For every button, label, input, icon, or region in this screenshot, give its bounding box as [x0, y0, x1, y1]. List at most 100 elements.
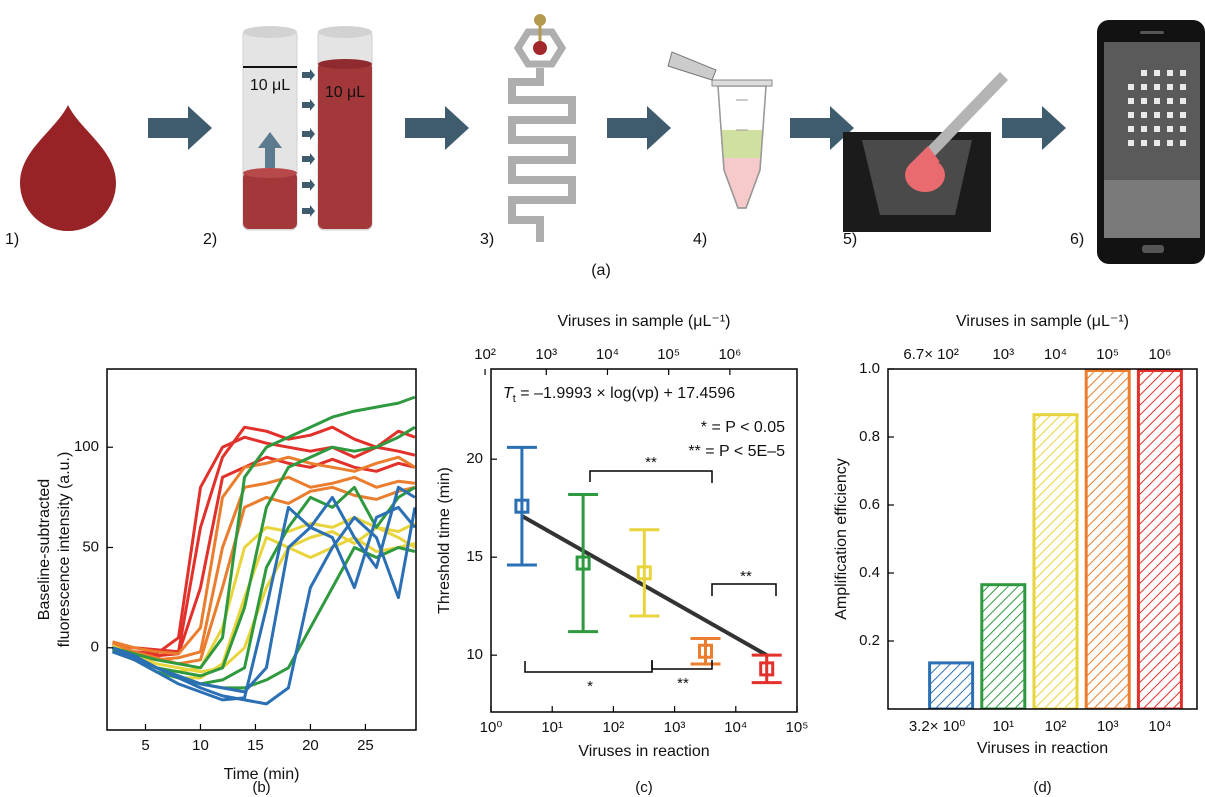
plot-frame [887, 368, 1198, 710]
caption: (b) [252, 779, 270, 796]
y-tick-label: 20 [466, 450, 483, 467]
up-arrow [258, 132, 282, 168]
x-tick-label: 10⁴ [724, 719, 747, 736]
screen-dot [1141, 112, 1147, 118]
tube-blood-top [243, 168, 297, 178]
line-series [112, 435, 416, 656]
point-marker [698, 643, 714, 659]
step-label: 5) [843, 231, 857, 248]
x-tick-label: 10² [1045, 718, 1067, 735]
chart-panel: 10 15 20 10⁰ 10¹ 10² 10³ 10⁴ 10⁵ 10² 10³ 10⁴ 10⁵ 10⁶ V… [436, 313, 808, 796]
x2-tick-label: 10⁶ [1148, 346, 1171, 363]
screen-dot [1154, 112, 1160, 118]
line-series [112, 395, 416, 670]
screen-dot [1154, 70, 1160, 76]
tube-right: 10 μL [317, 26, 373, 231]
x2-axis-label: Viruses in sample (μL⁻¹) [956, 313, 1129, 330]
heater [843, 72, 1008, 232]
significance-label: ** [740, 568, 752, 585]
significance-legend: * = P < 0.05 [701, 419, 785, 436]
step-label: 1) [5, 231, 19, 248]
x-tick-label: 10² [603, 719, 625, 736]
tube-blood [318, 62, 372, 229]
plot-frame [106, 368, 417, 731]
screen-dot [1154, 140, 1160, 146]
line-series [111, 485, 416, 686]
screen-dot [1180, 70, 1186, 76]
error-bar [690, 637, 721, 666]
chart-panel: 0.2 0.4 0.6 0.8 1.0 Viruses in reaction Viruse… [833, 313, 1198, 796]
phone [1097, 20, 1205, 264]
screen-dot [1167, 112, 1173, 118]
x-tick-label: 10³ [1097, 718, 1119, 735]
x-tick-label: 25 [357, 737, 374, 754]
bar [1032, 413, 1079, 709]
y-tick-label: 50 [82, 538, 99, 555]
screen-dot [1180, 112, 1186, 118]
significance-label: ** [677, 675, 689, 692]
x-tick-label: 10¹ [992, 718, 1014, 735]
x2-tick-label: 10⁴ [1044, 346, 1067, 363]
screen-dot [1167, 98, 1173, 104]
x-axis-label: Time (min) [224, 766, 300, 783]
equation-symbol: T [503, 385, 514, 402]
point-marker [575, 555, 591, 571]
x2-tick-label: 10³ [535, 346, 557, 363]
significance-bracket [589, 470, 713, 483]
screen-dot [1180, 140, 1186, 146]
tube-blood-top [318, 59, 372, 69]
x2-tick-label: 6.7× 10² [903, 346, 958, 363]
y-tick-label: 0.8 [859, 428, 880, 445]
x-tick-label: 3.2× 10⁰ [909, 718, 965, 735]
screen-dot [1167, 126, 1173, 132]
screen-dot [1167, 140, 1173, 146]
tube-top [318, 26, 372, 38]
y-tick-label: 0.4 [859, 564, 880, 581]
point-marker [759, 661, 775, 677]
line-series [111, 507, 416, 706]
screen-dot [1154, 84, 1160, 90]
y-tick-label: 0.2 [859, 632, 880, 649]
significance-label: * [587, 678, 593, 695]
significance-bracket [524, 661, 653, 673]
line-series [112, 455, 416, 658]
step-label: 4) [693, 231, 707, 248]
step-label: 3) [480, 231, 494, 248]
step-label: 2) [203, 231, 217, 248]
line-series [111, 485, 416, 702]
plot-frame [490, 368, 798, 713]
x-tick-label: 10 [192, 737, 209, 754]
equation-subscript: t [513, 393, 516, 405]
line-series [112, 425, 416, 654]
screen-dot [1128, 140, 1134, 146]
x2-axis-label: Viruses in sample (μL⁻¹) [558, 313, 731, 330]
point-marker [514, 498, 530, 514]
error-bar [751, 653, 782, 685]
error-bar [506, 445, 537, 567]
caption: (c) [635, 779, 653, 796]
bar [928, 661, 975, 709]
x-tick-label: 10¹ [541, 719, 563, 736]
y-tick-label: 0 [91, 639, 99, 656]
plot-area [506, 445, 782, 685]
bar [1084, 369, 1131, 709]
channel [508, 68, 576, 242]
screen-dot [1128, 98, 1134, 104]
screen-dot [1180, 84, 1186, 90]
x-tick-label: 10³ [664, 719, 686, 736]
arrow [1002, 106, 1066, 150]
panel-a: 10 μL 10 μL [5, 14, 1205, 279]
x2-tick-label: 10⁶ [718, 346, 741, 363]
plot-area [111, 395, 416, 706]
equation-rest: = –1.9993 × log(vp) + 17.4596 [516, 385, 735, 402]
significance-bracket [711, 583, 777, 596]
volume-label: 10 μL [250, 77, 290, 94]
arrow [790, 106, 854, 150]
error-bar [629, 528, 660, 618]
caption: (a) [591, 262, 611, 279]
screen-dot [1141, 126, 1147, 132]
arrows [148, 106, 1066, 150]
blood-drop [20, 105, 116, 231]
